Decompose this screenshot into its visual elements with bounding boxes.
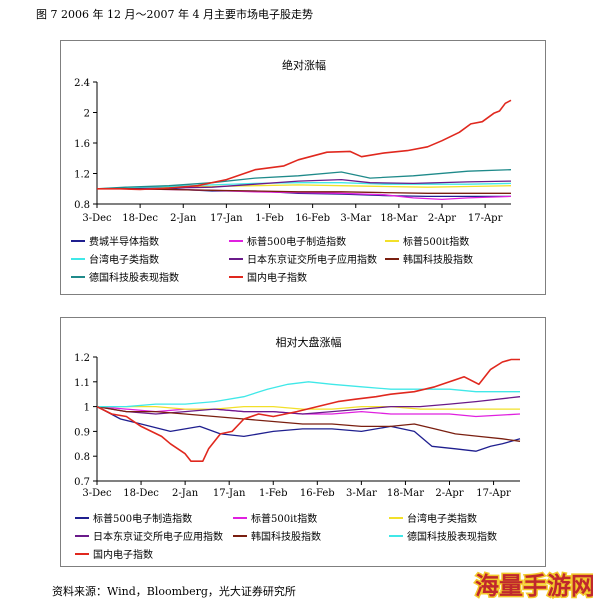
legend-label: 标普500it指数 [403,235,469,248]
series-line [97,381,520,408]
chart-svg-relative: 相对大盘涨幅 0.7 0.8 0.9 1 1.1 1.2 3-Dec 18-Dec 2-Jan 17… [74,335,521,561]
legend-label: 标普500it指数 [251,512,317,525]
legend-label: 德国科技股表现指数 [89,271,179,284]
y-tick-label: 1.2 [74,353,90,364]
legend-label: 国内电子指数 [247,271,307,284]
series-line [96,396,521,415]
y-tick-label: 0.9 [74,427,90,438]
x-tick-label: 18-Mar [380,213,417,224]
x-tick-label: 2-Apr [435,488,463,499]
x-tick-label: 2-Jan [170,213,197,224]
legend-label: 国内电子指数 [93,548,153,561]
legend-label: 德国科技股表现指数 [407,530,497,543]
x-tick-label: 1-Feb [259,488,287,499]
legend-label: 标普500电子制造指数 [247,235,346,248]
x-tick-label: 17-Jan [213,488,246,499]
x-tick-label: 17-Apr [476,488,511,499]
legend-label: 台湾电子类指数 [407,512,477,525]
y-tick-label: 2.4 [74,78,90,89]
x-tick-label: 18-Mar [387,488,424,499]
figure-title: 图 7 2006 年 12 月～2007 年 4 月主要市场电子股走势 [36,8,313,21]
x-tick-label: 16-Feb [300,488,335,499]
x-tick-label: 17-Apr [468,213,503,224]
legend-label: 费城半导体指数 [89,235,159,248]
legend-label: 日本东京证交所电子应用指数 [247,253,377,266]
watermark-logo: 海量手游网 [474,570,594,602]
x-tick-label: 3-Dec [82,213,112,224]
x-tick-label: 18-Dec [123,488,159,499]
series-line [96,358,520,462]
chart-panel-relative: 相对大盘涨幅 0.7 0.8 0.9 1 1.1 1.2 3-Dec 18-Dec 2-Jan 17… [60,317,546,567]
series-line [96,169,512,190]
legend-label: 韩国科技股指数 [403,253,473,266]
y-tick-label: 0.8 [74,452,90,463]
x-tick-label: 17-Jan [210,213,243,224]
legend-label: 台湾电子类指数 [89,253,159,266]
legend-label: 韩国科技股指数 [251,530,321,543]
legend-label: 日本东京证交所电子应用指数 [93,530,223,543]
series-line [96,182,512,190]
series-line [97,405,520,410]
source-note: 资料来源：Wind，Bloomberg，光大证券研究所 [52,585,296,598]
y-tick-label: 1.1 [74,378,90,389]
series-line [97,99,512,191]
chart-panel-absolute: 绝对涨幅 0.8 1.2 1.6 2 2.4 3-Dec 18-Dec 2-Jan 17-Jan 1… [60,40,546,295]
x-tick-label: 2-Apr [428,213,456,224]
x-tick-label: 3-Mar [346,488,377,499]
chart-title: 绝对涨幅 [282,58,326,72]
legend-label: 标普500电子制造指数 [93,512,192,525]
x-tick-label: 1-Feb [255,213,283,224]
y-tick-label: 0.7 [74,477,90,488]
chart-svg-absolute: 绝对涨幅 0.8 1.2 1.6 2 2.4 3-Dec 18-Dec 2-Jan 17-Jan 1… [71,58,512,284]
x-tick-label: 16-Feb [295,213,330,224]
watermark-text: 海量手游网 [475,571,593,600]
y-tick-label: 2 [84,109,90,120]
x-tick-label: 18-Dec [122,213,158,224]
y-tick-label: 1.6 [74,139,90,150]
y-tick-label: 1 [84,403,90,414]
x-tick-label: 3-Dec [82,488,112,499]
series-line [97,188,512,201]
chart-title: 相对大盘涨幅 [276,335,342,349]
series-line [96,406,521,452]
y-tick-label: 1.2 [74,170,90,181]
x-tick-label: 3-Mar [340,213,371,224]
series-line [96,405,521,442]
y-tick-label: 0.8 [74,200,90,211]
x-tick-label: 2-Jan [172,488,199,499]
